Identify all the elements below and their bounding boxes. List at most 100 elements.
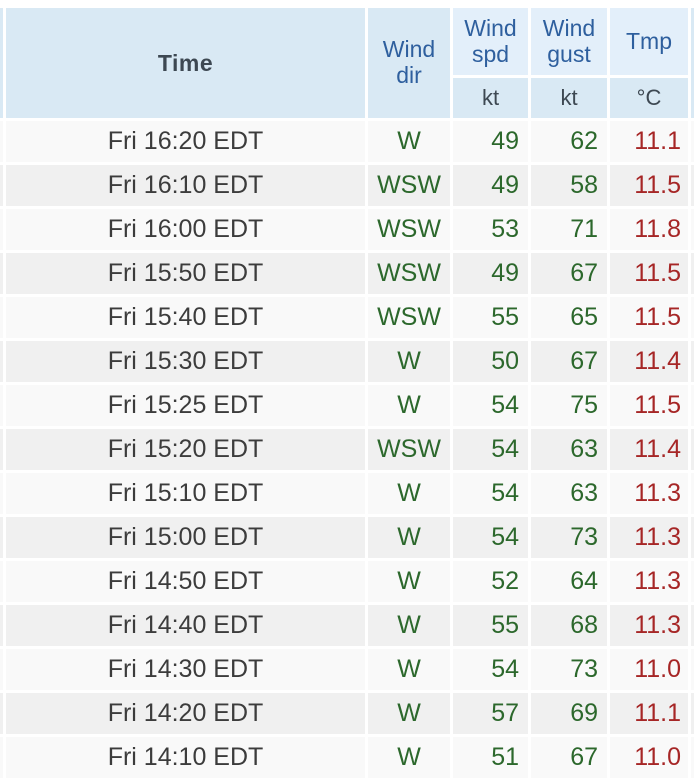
wind-gust-cell: 68	[531, 605, 607, 646]
wind-spd-cell: 49	[453, 121, 528, 162]
right-edge-cell	[691, 517, 694, 558]
wind-dir-cell: W	[368, 561, 450, 602]
left-edge-cell	[0, 341, 3, 382]
tmp-cell: 11.5	[610, 297, 688, 338]
table-row: Fri 14:10 EDT W 51 67 11.0	[0, 737, 694, 778]
time-cell: Fri 15:20 EDT	[6, 429, 365, 470]
tmp-cell: 11.3	[610, 517, 688, 558]
col-header-wind-spd[interactable]: Wind spd	[453, 8, 528, 75]
time-cell: Fri 15:50 EDT	[6, 253, 365, 294]
table-row: Fri 14:50 EDT W 52 64 11.3	[0, 561, 694, 602]
wind-spd-cell: 54	[453, 649, 528, 690]
wind-gust-cell: 71	[531, 209, 607, 250]
left-edge-cell	[0, 297, 3, 338]
right-edge-cell	[691, 473, 694, 514]
left-edge-cell	[0, 385, 3, 426]
tmp-cell: 11.1	[610, 693, 688, 734]
wind-dir-cell: W	[368, 649, 450, 690]
tmp-cell: 11.4	[610, 429, 688, 470]
right-edge-cell	[691, 605, 694, 646]
wind-spd-cell: 54	[453, 473, 528, 514]
right-edge-cell	[691, 429, 694, 470]
tmp-cell: 11.8	[610, 209, 688, 250]
table-row: Fri 15:00 EDT W 54 73 11.3	[0, 517, 694, 558]
time-cell: Fri 14:20 EDT	[6, 693, 365, 734]
wind-gust-cell: 67	[531, 737, 607, 778]
table-row: Fri 16:20 EDT W 49 62 11.1	[0, 121, 694, 162]
wind-dir-cell: WSW	[368, 429, 450, 470]
time-cell: Fri 15:30 EDT	[6, 341, 365, 382]
right-edge-cell	[691, 385, 694, 426]
wind-gust-cell: 73	[531, 649, 607, 690]
wind-dir-cell: W	[368, 737, 450, 778]
right-edge-cell	[691, 341, 694, 382]
left-edge-cell	[0, 473, 3, 514]
tmp-cell: 11.1	[610, 121, 688, 162]
time-cell: Fri 15:10 EDT	[6, 473, 365, 514]
wind-spd-cell: 55	[453, 297, 528, 338]
wind-spd-cell: 54	[453, 385, 528, 426]
col-header-wind-gust[interactable]: Wind gust	[531, 8, 607, 75]
left-edge-cell	[0, 8, 3, 118]
time-cell: Fri 15:25 EDT	[6, 385, 365, 426]
right-edge-cell	[691, 297, 694, 338]
table-row: Fri 15:40 EDT WSW 55 65 11.5	[0, 297, 694, 338]
tmp-cell: 11.5	[610, 253, 688, 294]
wind-dir-cell: W	[368, 385, 450, 426]
time-cell: Fri 16:10 EDT	[6, 165, 365, 206]
tmp-cell: 11.3	[610, 473, 688, 514]
table-row: Fri 14:20 EDT W 57 69 11.1	[0, 693, 694, 734]
right-edge-cell	[691, 561, 694, 602]
wind-spd-cell: 54	[453, 429, 528, 470]
table-row: Fri 14:40 EDT W 55 68 11.3	[0, 605, 694, 646]
wind-spd-cell: 53	[453, 209, 528, 250]
left-edge-cell	[0, 649, 3, 690]
table-row: Fri 15:25 EDT W 54 75 11.5	[0, 385, 694, 426]
wind-gust-cell: 67	[531, 253, 607, 294]
tmp-cell: 11.0	[610, 649, 688, 690]
wind-gust-cell: 73	[531, 517, 607, 558]
tmp-cell: 11.5	[610, 165, 688, 206]
wind-gust-cell: 65	[531, 297, 607, 338]
unit-wind-gust: kt	[531, 78, 607, 118]
left-edge-cell	[0, 693, 3, 734]
time-cell: Fri 15:00 EDT	[6, 517, 365, 558]
wind-dir-cell: WSW	[368, 297, 450, 338]
left-edge-cell	[0, 121, 3, 162]
right-edge-cell	[691, 693, 694, 734]
left-edge-cell	[0, 561, 3, 602]
wind-gust-cell: 62	[531, 121, 607, 162]
left-edge-cell	[0, 605, 3, 646]
table-row: Fri 16:10 EDT WSW 49 58 11.5	[0, 165, 694, 206]
wind-dir-cell: W	[368, 341, 450, 382]
wind-spd-cell: 51	[453, 737, 528, 778]
wind-spd-cell: 55	[453, 605, 528, 646]
left-edge-cell	[0, 253, 3, 294]
wind-gust-cell: 67	[531, 341, 607, 382]
right-edge-cell	[691, 121, 694, 162]
table-row: Fri 15:30 EDT W 50 67 11.4	[0, 341, 694, 382]
left-edge-cell	[0, 429, 3, 470]
tmp-cell: 11.0	[610, 737, 688, 778]
time-cell: Fri 14:30 EDT	[6, 649, 365, 690]
wind-spd-cell: 49	[453, 253, 528, 294]
wind-spd-cell: 50	[453, 341, 528, 382]
right-edge-cell	[691, 165, 694, 206]
wind-gust-cell: 64	[531, 561, 607, 602]
wind-gust-cell: 69	[531, 693, 607, 734]
table-row: Fri 16:00 EDT WSW 53 71 11.8	[0, 209, 694, 250]
left-edge-cell	[0, 517, 3, 558]
unit-tmp: °C	[610, 78, 688, 118]
unit-wind-spd: kt	[453, 78, 528, 118]
wind-spd-cell: 49	[453, 165, 528, 206]
wind-spd-cell: 52	[453, 561, 528, 602]
left-edge-cell	[0, 209, 3, 250]
col-header-tmp[interactable]: Tmp	[610, 8, 688, 75]
time-cell: Fri 15:40 EDT	[6, 297, 365, 338]
wind-dir-cell: W	[368, 121, 450, 162]
col-header-time: Time	[6, 8, 365, 118]
table-row: Fri 15:50 EDT WSW 49 67 11.5	[0, 253, 694, 294]
table-body: Fri 16:20 EDT W 49 62 11.1 Fri 16:10 EDT…	[0, 121, 694, 778]
col-header-wind-dir[interactable]: Wind dir	[368, 8, 450, 118]
right-edge-cell	[691, 8, 694, 118]
